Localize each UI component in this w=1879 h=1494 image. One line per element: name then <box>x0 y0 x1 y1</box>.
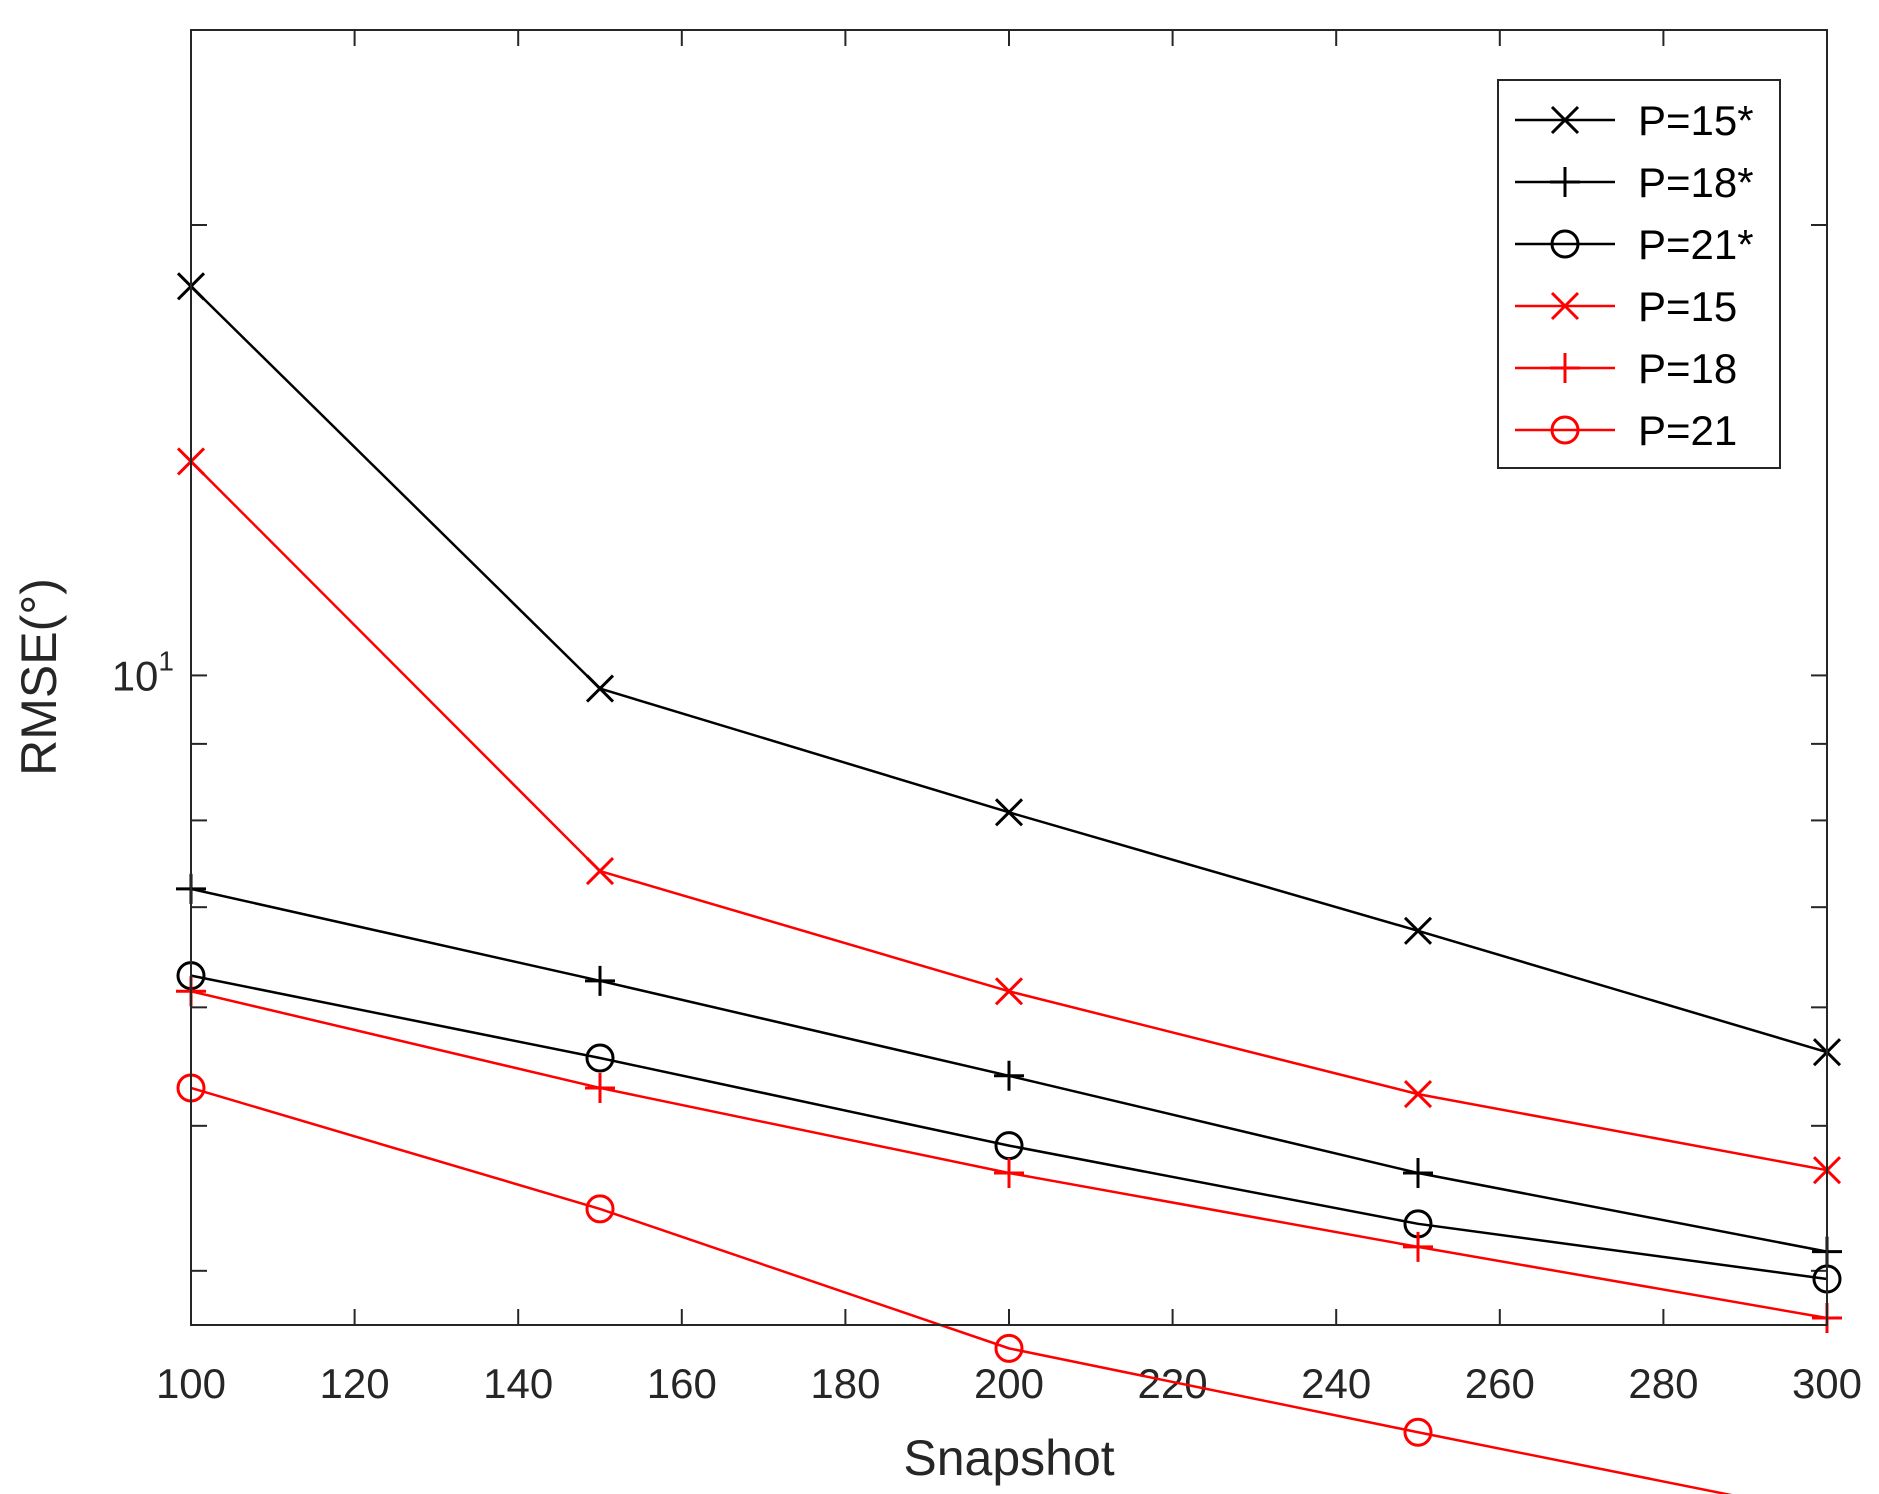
series-p15 <box>176 447 1842 1185</box>
legend-label: P=18 <box>1638 345 1737 392</box>
series-line-p21 <box>190 1086 1733 1494</box>
legend-label: P=21* <box>1638 221 1754 268</box>
y-tick-label: 101 <box>112 645 174 699</box>
data-point-p15 <box>994 798 1024 827</box>
data-point-p18 <box>994 1060 1024 1091</box>
legend-marker <box>1550 415 1580 445</box>
legend-label: P=15* <box>1638 97 1754 144</box>
data-point-p18 <box>1403 1231 1433 1262</box>
data-point-p15 <box>585 674 615 703</box>
series-layer <box>176 272 1842 1494</box>
data-point-p18 <box>994 1157 1024 1188</box>
series-p18 <box>176 873 1842 1267</box>
data-point-p15 <box>994 977 1024 1006</box>
legend-marker <box>1550 353 1580 383</box>
legend-entry-p18: P=18 <box>1515 345 1737 392</box>
legend-marker <box>1550 167 1580 197</box>
x-tick-label: 160 <box>647 1360 717 1407</box>
data-point-p18 <box>585 1072 615 1103</box>
legend-entry-p15: P=15* <box>1515 97 1754 144</box>
series-line-p21 <box>190 974 1828 1281</box>
data-point-p21 <box>994 1333 1024 1363</box>
legend-entry-p18: P=18* <box>1515 159 1754 206</box>
legend: P=15* P=18* P=21* P=15 P=18 P=21 <box>1497 79 1781 469</box>
data-point-p15 <box>1403 1080 1433 1109</box>
x-tick-label: 220 <box>1138 1360 1208 1407</box>
x-tick-label: 280 <box>1628 1360 1698 1407</box>
legend-entry-p21: P=21 <box>1515 407 1737 454</box>
legend-label: P=15 <box>1638 283 1737 330</box>
legend-label: P=21 <box>1638 407 1737 454</box>
x-tick-label: 100 <box>156 1360 226 1407</box>
x-tick-label: 140 <box>483 1360 553 1407</box>
x-axis-label: Snapshot <box>903 1430 1114 1486</box>
x-tick-label: 260 <box>1465 1360 1535 1407</box>
legend-marker <box>1550 229 1580 259</box>
x-tick-label: 120 <box>320 1360 390 1407</box>
x-tick-label: 300 <box>1792 1360 1862 1407</box>
legend-box <box>1497 79 1781 469</box>
data-point-p21 <box>585 1043 615 1073</box>
data-point-p15 <box>1403 916 1433 945</box>
x-tick-label: 180 <box>810 1360 880 1407</box>
y-tick-labels: 101 <box>112 645 174 699</box>
legend-entry-p21: P=21* <box>1515 221 1754 268</box>
legend-marker <box>1550 105 1580 135</box>
x-tick-label: 200 <box>974 1360 1044 1407</box>
plot-frame <box>190 29 1828 1326</box>
data-point-p21 <box>1403 1417 1433 1447</box>
data-point-p21 <box>585 1194 615 1224</box>
legend-marker <box>1550 291 1580 321</box>
data-point-p18 <box>585 965 615 996</box>
data-point-p15 <box>585 857 615 886</box>
data-point-p18 <box>1403 1157 1433 1188</box>
y-axis-label: RMSE(°) <box>11 578 67 776</box>
legend-label: P=18* <box>1638 159 1754 206</box>
legend-entry-p15: P=15 <box>1515 283 1737 330</box>
x-tick-label: 240 <box>1301 1360 1371 1407</box>
x-tick-labels: 100 120 140 160 180 200 220 240 260 280 300 <box>156 1360 1862 1407</box>
